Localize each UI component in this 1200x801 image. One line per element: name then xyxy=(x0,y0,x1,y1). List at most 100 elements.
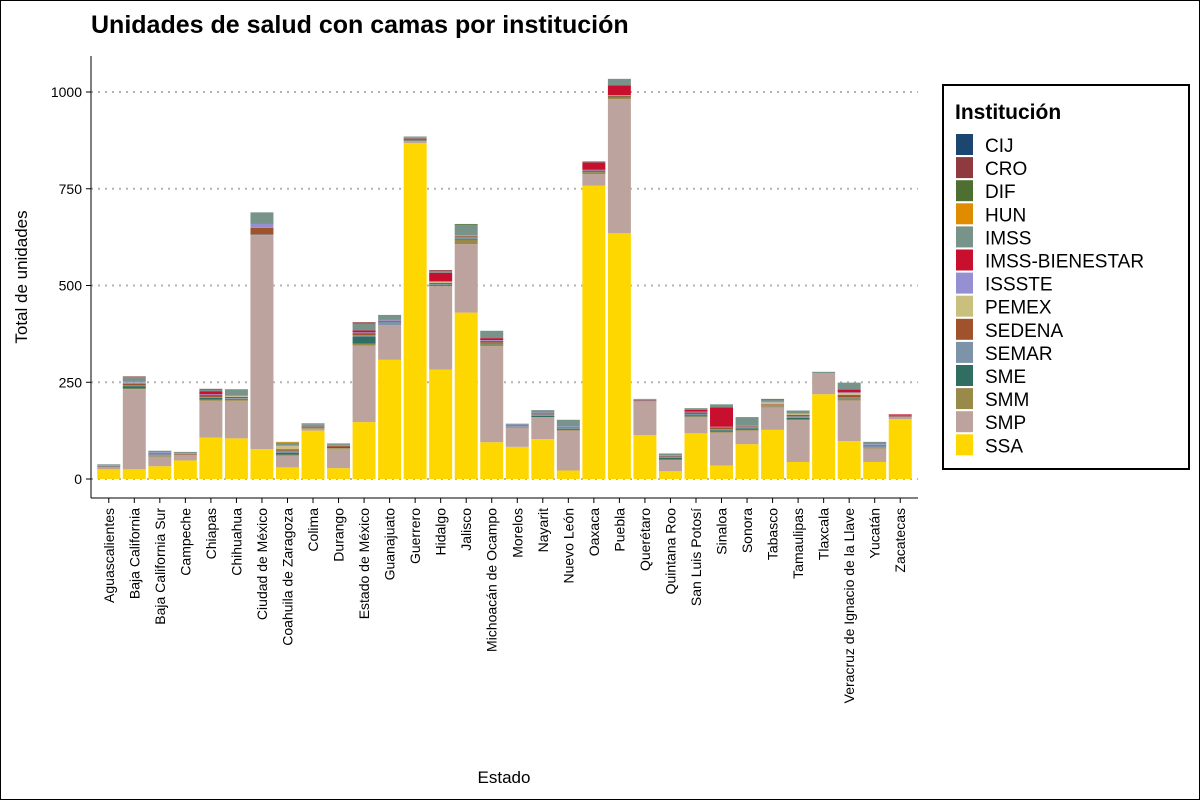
bar-segment xyxy=(786,416,810,418)
bar-segment xyxy=(403,138,427,140)
bar-segment xyxy=(480,340,504,341)
legend-swatch xyxy=(956,226,973,248)
legend-label: IMSS-BIENESTAR xyxy=(985,252,1144,273)
bar-segment xyxy=(505,427,529,447)
legend-label: SEMAR xyxy=(985,344,1053,365)
bar-segment xyxy=(633,399,657,401)
bar-segment xyxy=(633,400,657,402)
bar-segment xyxy=(122,376,146,378)
bar-segment xyxy=(250,227,274,235)
bar-segment xyxy=(658,453,682,456)
bar-segment xyxy=(684,408,708,410)
bar-segment xyxy=(735,425,759,427)
bar-segment xyxy=(122,469,146,479)
bar-segment xyxy=(327,445,351,447)
bar-segment xyxy=(812,372,836,395)
bar-segment xyxy=(684,416,708,418)
bar-segment xyxy=(199,400,223,438)
bar-segment xyxy=(275,450,299,453)
bar-segment xyxy=(352,345,376,423)
gridlines xyxy=(91,91,918,480)
bar-segment xyxy=(352,323,376,331)
bar-segment xyxy=(582,161,606,163)
bar-segment xyxy=(607,233,631,479)
bar-segment xyxy=(710,404,734,408)
bar-segment xyxy=(454,238,478,240)
bar-segment xyxy=(658,455,682,456)
bar-segment xyxy=(531,410,555,413)
bar-segment xyxy=(224,400,248,439)
bar-segment xyxy=(224,396,248,399)
bar-segment xyxy=(531,414,555,416)
bar-segment xyxy=(658,456,682,458)
legend-label: SMP xyxy=(985,413,1026,434)
bar-segment xyxy=(837,395,861,398)
bar-segment xyxy=(837,392,861,394)
bar-segment xyxy=(684,417,708,434)
x-tick-label: Querétaro xyxy=(637,508,653,571)
bar-segment xyxy=(761,401,785,403)
bar-segment xyxy=(863,444,887,445)
bar-segment xyxy=(378,320,402,322)
bar-segment xyxy=(301,424,325,426)
y-ticks: 0 250 500 750 1000 xyxy=(51,84,91,487)
bar-segment xyxy=(480,346,504,443)
bar-segment xyxy=(378,359,402,479)
bar-segment xyxy=(480,343,504,345)
bar-segment xyxy=(275,455,299,468)
bar-segment xyxy=(480,344,504,347)
bar-segment xyxy=(684,413,708,416)
bar-segment xyxy=(429,270,453,271)
bar-segment xyxy=(735,417,759,426)
bar-segment xyxy=(761,407,785,430)
chart-title: Unidades de salud con camas por instituc… xyxy=(91,11,629,39)
legend-swatch xyxy=(956,180,973,202)
bar-segment xyxy=(224,398,248,400)
bar-segment xyxy=(710,431,734,433)
bar-segment xyxy=(658,459,682,472)
bar-segment xyxy=(122,383,146,386)
bar-segment xyxy=(454,239,478,245)
x-tick-label: Yucatán xyxy=(867,508,883,559)
x-tick-label: Zacatecas xyxy=(892,508,908,573)
bar-segment xyxy=(327,446,351,449)
x-tick-label: Tlaxcala xyxy=(816,508,832,560)
legend-box xyxy=(942,84,1190,470)
y-tick-label: 1000 xyxy=(51,84,82,100)
bar-segment xyxy=(199,391,223,395)
bar-segment xyxy=(327,448,351,469)
bar-segment xyxy=(582,171,606,173)
bar-segment xyxy=(812,371,836,373)
bar-segment xyxy=(786,417,810,420)
bar-segment xyxy=(531,417,555,440)
bar-segment xyxy=(505,423,529,425)
bar-segment xyxy=(480,330,504,339)
bar-segment xyxy=(505,424,529,426)
bar-segment xyxy=(199,389,223,392)
bar-segment xyxy=(684,412,708,414)
bar-segment xyxy=(403,141,427,144)
bar-segment xyxy=(224,396,248,397)
legend-swatch xyxy=(956,434,973,456)
bar-segment xyxy=(607,95,631,97)
bar-segment xyxy=(224,398,248,399)
bar-segment xyxy=(301,428,325,431)
bar-segment xyxy=(429,284,453,286)
x-tick-label: Morelos xyxy=(509,508,525,558)
bar-segment xyxy=(250,449,274,479)
bar-segment xyxy=(454,235,478,236)
bar-segment xyxy=(199,396,223,398)
bar-segment xyxy=(582,162,606,170)
bar-segment xyxy=(250,212,274,224)
legend-swatch xyxy=(956,134,973,155)
bar-segment xyxy=(275,452,299,455)
bar-segment xyxy=(378,321,402,325)
x-tick-label: Tabasco xyxy=(765,508,781,560)
x-tick-label: Sonora xyxy=(739,508,755,553)
bar-segment xyxy=(837,400,861,442)
bar-segment xyxy=(173,460,197,479)
bar-segment xyxy=(786,414,810,417)
legend-title: Institución xyxy=(955,101,1061,124)
bar-segment xyxy=(863,461,887,479)
bar-segment xyxy=(761,429,785,479)
